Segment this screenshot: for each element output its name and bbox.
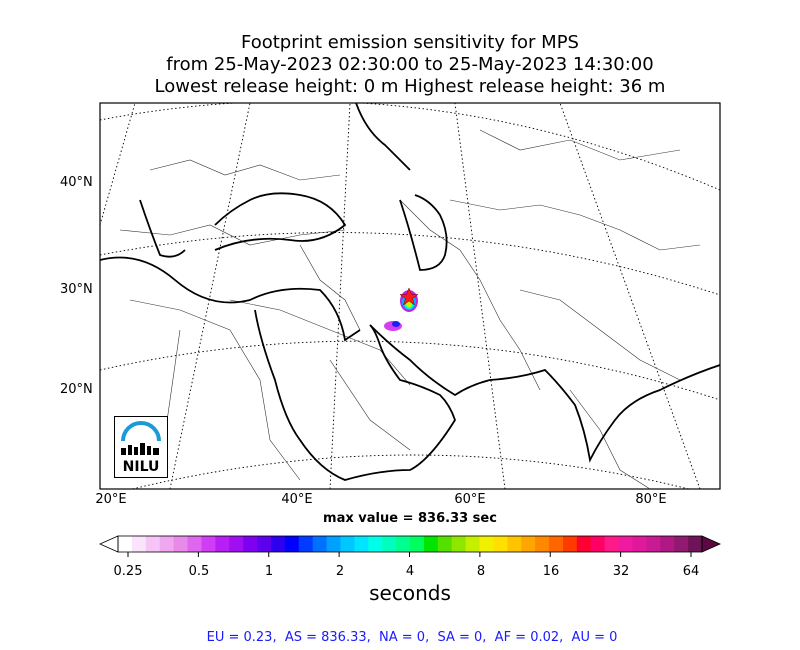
colorbar-unit-label: seconds	[369, 581, 451, 605]
colorbar-cell	[465, 536, 481, 552]
colorbar-max-arrow	[701, 535, 721, 553]
star-icon	[399, 287, 419, 306]
colorbar-cell	[118, 536, 133, 552]
colorbar-cell	[340, 536, 355, 552]
colorbar-cell	[382, 536, 397, 552]
colorbar-cell	[646, 536, 661, 552]
map-content	[100, 103, 720, 489]
colorbar-cell	[688, 536, 703, 552]
colorbar-cell	[437, 536, 453, 552]
colorbar-cell	[201, 536, 216, 552]
colorbar-cell	[562, 536, 578, 552]
colorbar-cell	[535, 536, 550, 552]
regional-stats-line: EU = 0.23, AS = 836.33, NA = 0, SA = 0, …	[206, 630, 618, 645]
cbar-tick-4: 4	[405, 564, 415, 579]
colorbar-min-arrow	[99, 535, 119, 553]
colorbar-cell	[590, 536, 606, 552]
colorbar-cell	[549, 536, 564, 552]
colorbar-cell	[368, 536, 383, 552]
cbar-tick-8: 8	[476, 564, 486, 579]
colorbar-cell	[521, 536, 536, 552]
lat-label-30n: 30°N	[60, 282, 93, 297]
lat-label-20n: 20°N	[60, 382, 93, 397]
colorbar-cell	[660, 536, 675, 552]
colorbar-cell	[243, 536, 258, 552]
nilu-logo-text: NILU	[122, 459, 160, 475]
lon-label-60e: 60°E	[454, 492, 486, 507]
title-line-1: Footprint emission sensitivity for MPS	[241, 32, 579, 53]
colorbar-cell	[451, 536, 467, 552]
colorbar-cell	[312, 536, 328, 552]
title-line-2: from 25-May-2023 02:30:00 to 25-May-2023…	[166, 54, 654, 75]
colorbar-cell	[270, 536, 286, 552]
colorbar-cell	[618, 536, 633, 552]
colorbar-cell	[354, 536, 369, 552]
colorbar-cell	[493, 536, 508, 552]
colorbar-cell	[131, 536, 147, 552]
cbar-tick-1: 1	[264, 564, 274, 579]
lat-label-40n: 40°N	[60, 175, 93, 190]
colorbar-cell	[632, 536, 647, 552]
title-line-3: Lowest release height: 0 m Highest relea…	[154, 76, 666, 97]
colorbar-cell	[229, 536, 244, 552]
cbar-tick-16: 16	[542, 564, 560, 579]
nilu-logo: NILU	[114, 416, 168, 478]
colorbar-cells	[118, 536, 703, 552]
colorbar-cell	[604, 536, 620, 552]
colorbar-cell	[576, 536, 592, 552]
colorbar-cell	[396, 536, 411, 552]
lon-label-40e: 40°E	[281, 492, 313, 507]
colorbar-cell	[257, 536, 272, 552]
colorbar-cell	[187, 536, 202, 552]
coastlines	[100, 103, 720, 481]
colorbar-cell	[507, 536, 522, 552]
colorbar-tick-marks	[127, 552, 692, 557]
colorbar-cell	[326, 536, 341, 552]
colorbar-cell	[410, 536, 425, 552]
max-value-label: max value = 836.33 sec	[323, 511, 497, 526]
colorbar-cell	[674, 536, 689, 552]
colorbar-cell	[145, 536, 161, 552]
lon-label-20e: 20°E	[95, 492, 127, 507]
colorbar-cell	[173, 536, 189, 552]
lon-label-80e: 80°E	[635, 492, 667, 507]
colorbar-cell	[159, 536, 175, 552]
colorbar-cell	[215, 536, 230, 552]
cbar-tick-32: 32	[612, 564, 630, 579]
colorbar-cell	[298, 536, 314, 552]
nilu-logo-icon	[121, 421, 161, 455]
colorbar-cell	[479, 536, 494, 552]
colorbar-cell	[284, 536, 300, 552]
cbar-tick-0.5: 0.5	[188, 564, 210, 579]
cbar-tick-64: 64	[682, 564, 700, 579]
cbar-tick-2: 2	[335, 564, 345, 579]
cbar-tick-0.25: 0.25	[113, 564, 143, 579]
colorbar-cell	[423, 536, 439, 552]
